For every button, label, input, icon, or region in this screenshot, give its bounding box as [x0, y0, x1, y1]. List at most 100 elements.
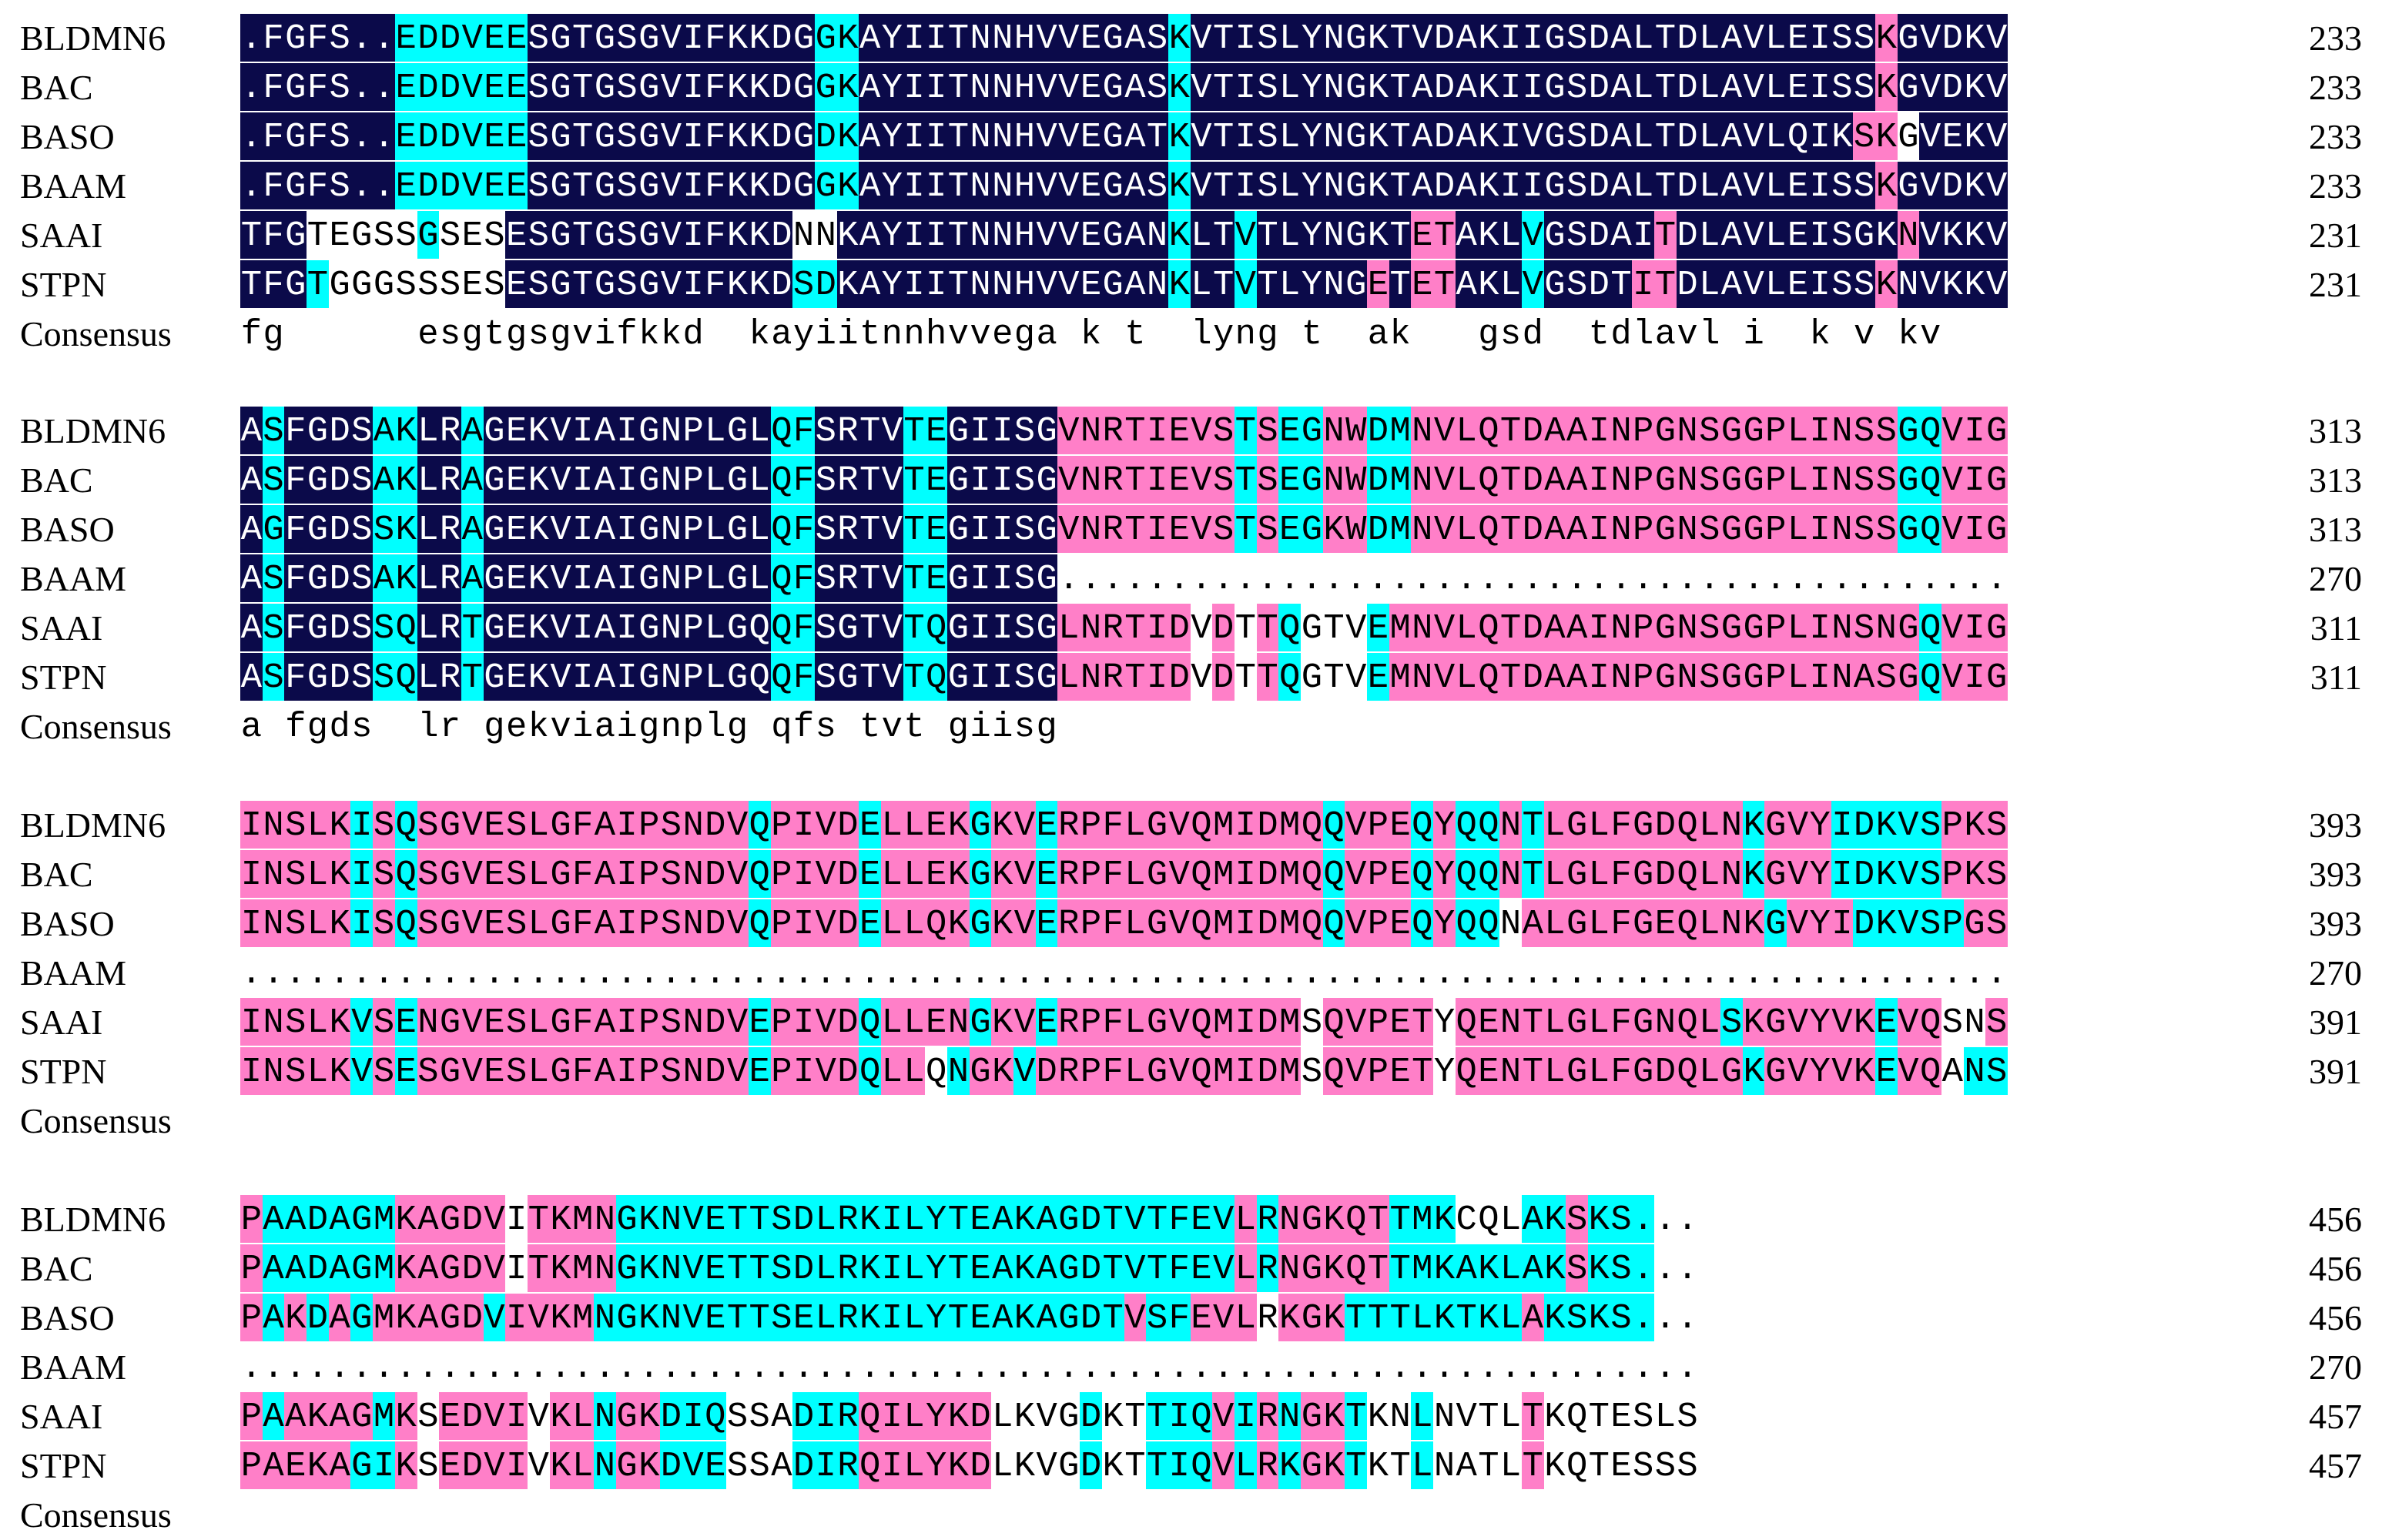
residue: . — [1323, 1348, 1345, 1388]
sequence-residues: INSLKISQSGVESLGFAIPSNDVQPIVDELLEKGKVERPF… — [240, 850, 2008, 899]
residue: L — [1698, 162, 1721, 209]
residue: D — [1587, 14, 1610, 62]
residue: F — [1168, 1195, 1191, 1243]
residue: S — [1566, 1294, 1588, 1341]
residue: . — [373, 953, 395, 993]
residue: F — [1101, 899, 1124, 947]
residue: G — [947, 653, 970, 701]
residue: G — [1566, 998, 1588, 1046]
residue: L — [1587, 899, 1610, 947]
sequence-end-position: 233 — [2309, 18, 2362, 58]
residue: V — [1168, 1047, 1191, 1095]
residue: S — [505, 1047, 528, 1095]
residue: V — [660, 112, 682, 160]
consensus-row: Consensus — [0, 1491, 2382, 1540]
consensus-residue: a — [771, 314, 792, 354]
residue: A — [1610, 162, 1633, 209]
residue: L — [1499, 1200, 1522, 1240]
residue: I — [615, 407, 638, 454]
residue: . — [1743, 953, 1764, 993]
sequence-end-position: 311 — [2310, 608, 2362, 648]
residue: G — [792, 14, 815, 62]
residue: G — [726, 456, 749, 504]
residue: T — [859, 456, 881, 504]
residue: G — [1345, 260, 1368, 308]
residue: E — [859, 801, 881, 849]
consensus-residue: g — [1036, 707, 1057, 747]
residue: . — [1168, 1348, 1190, 1388]
residue: N — [1080, 653, 1102, 701]
residue: S — [1874, 505, 1898, 553]
residue: G — [1301, 608, 1322, 648]
residue: I — [1234, 899, 1257, 947]
residue: S — [1919, 850, 1941, 898]
sequence-row: SAAI TFGTEGSSGSESESGTGSGVIFKKDNNKAYIITNNH… — [0, 211, 2382, 260]
residue: G — [1035, 456, 1058, 504]
residue: K — [1367, 63, 1389, 111]
sequence-end-position: 313 — [2309, 411, 2362, 450]
residue: V — [1345, 801, 1368, 849]
residue: N — [1720, 899, 1743, 947]
residue: V — [682, 1441, 705, 1489]
residue: N — [660, 1294, 682, 1341]
residue: K — [947, 1441, 970, 1489]
residue: N — [1610, 407, 1633, 454]
residue: A — [240, 456, 263, 504]
consensus-residue: p — [682, 707, 704, 747]
residue: D — [1676, 211, 1699, 259]
residue: I — [1587, 456, 1610, 504]
residue: K — [1587, 1244, 1610, 1292]
residue: V — [1742, 112, 1765, 160]
residue: G — [350, 1441, 374, 1489]
consensus-residue: l — [417, 707, 439, 747]
consensus-residue: i — [837, 314, 859, 354]
residue: L — [1234, 1195, 1257, 1243]
residue: V — [1168, 850, 1191, 898]
residue: G — [1764, 998, 1787, 1046]
residue: G — [1035, 604, 1058, 651]
residue: E — [1411, 211, 1434, 259]
residue: T — [1521, 998, 1544, 1046]
residue: I — [1587, 407, 1610, 454]
residue: A — [417, 1195, 440, 1243]
residue: G — [947, 554, 970, 602]
residue: L — [748, 505, 771, 553]
consensus-residue — [1544, 310, 1566, 359]
residue: I — [969, 505, 992, 553]
residue: K — [549, 1244, 572, 1292]
residue: G — [307, 505, 329, 553]
residue: . — [1632, 1195, 1654, 1243]
residue: E — [1389, 850, 1412, 898]
residue: G — [1632, 998, 1654, 1046]
residue: Q — [1345, 1195, 1368, 1243]
consensus-sequence: fg esgtgsgvifkkd kayiitnnhvvega k t lyng… — [240, 310, 1941, 359]
residue: G — [594, 14, 616, 62]
residue: . — [903, 953, 925, 993]
residue: . — [1456, 559, 1477, 599]
residue: G — [814, 14, 837, 62]
residue: S — [1610, 1195, 1633, 1243]
consensus-residue: v — [1919, 314, 1941, 354]
sequence-end-position: 233 — [2309, 68, 2362, 107]
consensus-residue: g — [505, 314, 528, 354]
residue: . — [1699, 953, 1720, 993]
residue: W — [1345, 407, 1368, 454]
residue: T — [1588, 1397, 1610, 1437]
residue: S — [1677, 1446, 1698, 1486]
residue: K — [527, 407, 550, 454]
residue: G — [638, 112, 661, 160]
residue: Q — [770, 505, 793, 553]
sequence-residues: ........................................… — [240, 1343, 1698, 1392]
residue: P — [770, 801, 793, 849]
residue: I — [1146, 456, 1168, 504]
residue: A — [328, 1195, 351, 1243]
residue: P — [240, 1392, 263, 1440]
residue: T — [1146, 1441, 1168, 1489]
residue: N — [991, 63, 1014, 111]
residue: . — [1235, 953, 1256, 993]
residue: D — [1676, 63, 1699, 111]
residue: . — [1257, 559, 1278, 599]
sequence-end-position: 233 — [2309, 117, 2362, 156]
residue: P — [1367, 998, 1389, 1046]
sequence-residues: ........................................… — [240, 949, 2008, 998]
